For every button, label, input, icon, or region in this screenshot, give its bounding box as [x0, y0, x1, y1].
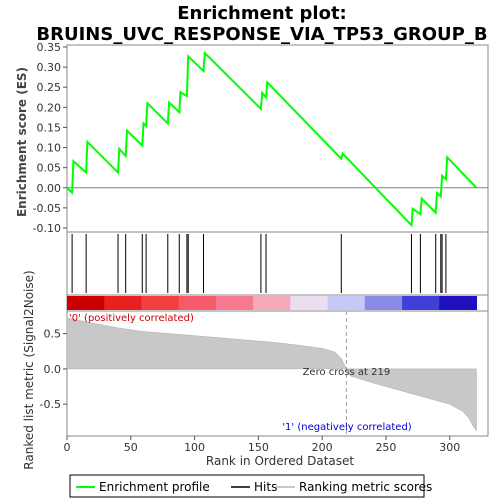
metric-x-tick-label: 250	[375, 441, 396, 454]
metric-x-tick-label: 300	[439, 441, 460, 454]
metric-y-tick-label: 0.5	[44, 328, 62, 341]
ranking-metric-area	[66, 317, 477, 432]
positive-correlation-label: '0' (positively correlated)	[69, 313, 194, 324]
es-y-tick-label: -0.10	[33, 222, 61, 235]
colorbar-segment	[67, 296, 105, 310]
legend-enrichment-label: Enrichment profile	[99, 480, 210, 494]
es-y-tick-label: 0.25	[37, 81, 62, 94]
colorbar-segments	[67, 296, 478, 310]
es-y-tick-label: 0.30	[37, 61, 62, 74]
hit-lines	[71, 234, 447, 293]
legend-ranking-label: Ranking metric scores	[299, 480, 432, 494]
es-y-tick-label: 0.10	[37, 142, 62, 155]
legend-hits-label: Hits	[254, 480, 277, 494]
metric-x-tick-label: 50	[124, 441, 138, 454]
metric-x-axis-label: Rank in Ordered Dataset	[206, 454, 354, 468]
colorbar-segment	[402, 296, 440, 310]
es-plot-area	[66, 44, 489, 233]
metric-x-tick-label: 100	[184, 441, 205, 454]
metric-panel: Zero cross at 219 '0' (positively correl…	[22, 270, 489, 470]
es-y-tick-label: 0.00	[37, 182, 62, 195]
es-y-tick-label: 0.35	[37, 41, 62, 54]
colorbar-segment	[104, 296, 142, 310]
es-y-tick-label: -0.05	[33, 202, 61, 215]
metric-y-tick-label: 0.0	[44, 363, 62, 376]
legend-box	[69, 474, 425, 498]
colorbar-segment	[290, 296, 329, 310]
chart-title: Enrichment plot:	[177, 3, 347, 24]
hits-panel	[66, 231, 489, 296]
ranking-colorbar	[66, 294, 489, 312]
colorbar-segment	[215, 296, 254, 310]
colorbar-segment	[141, 296, 180, 310]
colorbar-segment	[178, 296, 217, 310]
chart-subtitle: BRUINS_UVC_RESPONSE_VIA_TP53_GROUP_B	[36, 24, 487, 45]
enrichment-profile-line	[66, 50, 478, 228]
colorbar-segment	[439, 296, 478, 310]
colorbar-segment	[253, 296, 291, 310]
es-y-ticks: -0.10 -0.05 0.00 0.05 0.10 0.15 0.20 0.25 0.30 0.…	[33, 41, 67, 235]
metric-x-ticks: 0 50 100 150 200 250 300	[64, 436, 460, 454]
es-y-tick-label: 0.20	[37, 101, 62, 114]
metric-y-ticks: -0.5 0.0 0.5	[40, 328, 67, 411]
metric-x-tick-label: 0	[64, 441, 71, 454]
colorbar-segment	[327, 296, 366, 310]
legend: Enrichment profile Hits Ranking metric s…	[69, 474, 432, 498]
negative-correlation-label: '1' (negatively correlated)	[282, 422, 411, 433]
es-y-axis-label: Enrichment score (ES)	[15, 67, 29, 217]
zero-cross-label: Zero cross at 219	[303, 367, 391, 378]
es-panel: -0.10 -0.05 0.00 0.05 0.10 0.15 0.20 0.25 0.30 0.…	[15, 41, 489, 235]
metric-y-tick-label: -0.5	[40, 398, 61, 411]
hits-area	[66, 231, 489, 296]
metric-y-axis-label: Ranked list metric (Signal2Noise)	[22, 270, 36, 469]
es-y-tick-label: 0.05	[37, 162, 62, 175]
colorbar-segment	[364, 296, 403, 310]
metric-x-tick-label: 150	[248, 441, 269, 454]
es-y-tick-label: 0.15	[37, 121, 62, 134]
metric-x-tick-label: 200	[312, 441, 333, 454]
